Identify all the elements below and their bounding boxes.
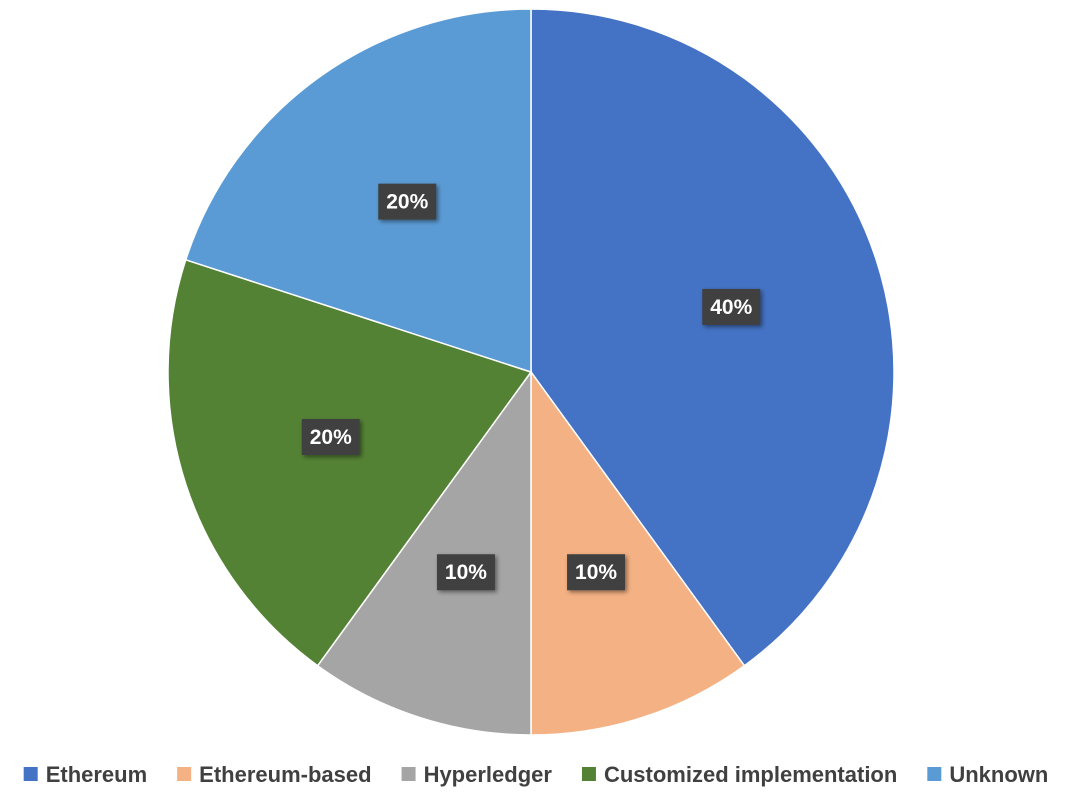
data-label-unknown: 20% — [378, 183, 437, 220]
data-label-customized-implementation: 20% — [301, 419, 360, 456]
legend-label: Ethereum-based — [199, 762, 371, 787]
data-label-box — [702, 288, 761, 325]
data-label-box — [436, 554, 495, 591]
pie-slice-unknown — [184, 8, 532, 374]
pie-slice-customized-implementation — [167, 258, 533, 667]
data-label-box — [301, 419, 360, 456]
data-label-text: 40% — [710, 296, 752, 319]
data-label-box — [567, 554, 626, 591]
legend-label: Ethereum — [46, 762, 147, 787]
data-label-text: 10% — [445, 561, 487, 584]
pie-slice-hyperledger — [316, 369, 532, 736]
data-label-hyperledger: 10% — [436, 554, 495, 591]
legend-swatch — [23, 767, 38, 781]
legend-item-ethereum-based: Ethereum-based — [177, 762, 372, 787]
legend-item-unknown: Unknown — [927, 762, 1048, 787]
legend-label: Customized implementation — [604, 762, 897, 787]
legend-item-hyperledger: Hyperledger — [401, 762, 553, 787]
legend-label: Unknown — [949, 762, 1048, 787]
pie-slices — [167, 8, 895, 736]
legend-swatch — [581, 767, 596, 781]
data-label-text: 20% — [310, 426, 352, 449]
legend-item-customized-implementation: Customized implementation — [581, 762, 897, 787]
pie-slice-ethereum-based — [530, 369, 746, 736]
legend-swatch — [927, 767, 942, 781]
legend-swatch — [177, 767, 192, 781]
data-label-ethereum: 40% — [702, 288, 761, 325]
data-label-ethereum-based: 10% — [567, 554, 626, 591]
pie-data-labels: 40% 10% 10% 20% 20% — [301, 183, 761, 591]
data-label-text: 20% — [386, 191, 428, 214]
legend: Ethereum Ethereum-based Hyperledger Customi… — [23, 762, 1048, 787]
legend-label: Hyperledger — [424, 762, 553, 787]
legend-swatch — [401, 767, 416, 781]
pie-slice-ethereum — [530, 8, 895, 667]
data-label-text: 10% — [575, 561, 617, 584]
data-label-box — [378, 183, 437, 220]
legend-item-ethereum: Ethereum — [23, 762, 147, 787]
